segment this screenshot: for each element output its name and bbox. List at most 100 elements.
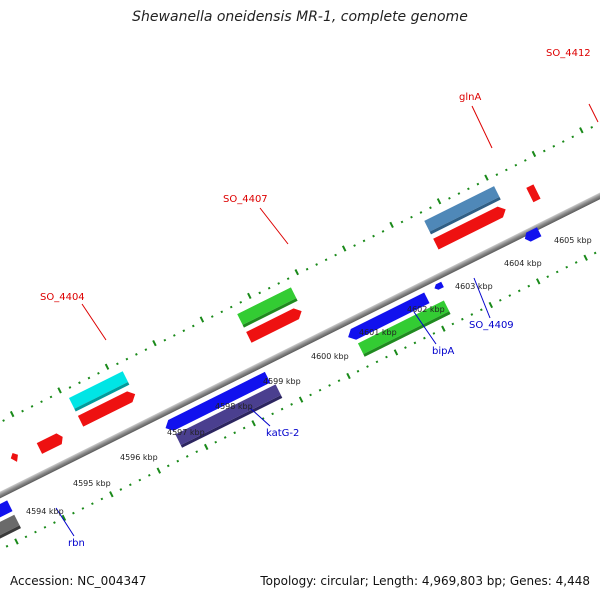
gene-forward-inner-1[interactable] [36,432,66,454]
gene-forward-inner-3[interactable] [77,389,138,427]
major-tick [341,245,347,252]
minor-tick [87,376,91,380]
minor-tick [176,459,180,463]
minor-tick [147,473,151,477]
gene-reverse-3[interactable] [163,371,271,434]
gene-label-so4409: SO_4409 [469,320,514,331]
minor-tick [116,362,119,366]
minor-tick [258,291,262,295]
minor-tick [413,341,417,345]
minor-tick [517,289,521,293]
inner-tick-row [5,251,597,548]
major-tick [298,396,304,403]
minor-tick [334,253,337,257]
minor-tick [229,305,233,309]
gene-forward-inner-6[interactable] [526,184,541,203]
genome-backbone [0,135,600,525]
minor-tick [138,478,142,482]
minor-tick [277,282,281,285]
minor-tick [337,379,341,383]
minor-tick [135,353,138,356]
minor-tick [49,395,53,399]
minor-tick [43,525,47,529]
minor-tick [318,388,322,392]
minor-tick [267,286,271,290]
minor-tick [400,220,404,224]
major-tick [14,538,19,545]
gene-reverse-7[interactable] [433,281,444,291]
minor-tick [172,334,176,337]
minor-tick [467,187,470,191]
minor-tick [53,521,56,524]
minor-tick [233,431,237,435]
gene-reverse-5[interactable] [345,292,430,342]
minor-tick [590,126,594,129]
gene-forward-outer-2[interactable] [237,287,298,328]
minor-tick [280,407,284,411]
minor-tick [2,419,5,422]
position-label: 4598 kbp [215,402,253,411]
gene-forward-inner-4[interactable] [246,306,304,343]
minor-tick [372,234,375,238]
minor-tick [419,211,423,214]
gene-forward-outer-3[interactable] [424,186,501,235]
position-label: 4594 kbp [26,507,64,516]
minor-tick [97,371,100,375]
major-tick [583,254,588,261]
minor-tick [290,403,293,406]
gene-reverse-1[interactable] [0,500,13,530]
minor-tick [404,346,407,349]
major-tick [203,443,209,451]
major-tick [247,292,252,299]
minor-tick [119,488,123,491]
minor-tick [432,332,436,335]
minor-tick [479,308,483,312]
map-title: Shewanella oneidensis MR-1, complete gen… [132,9,468,25]
minor-tick [210,315,214,318]
minor-tick [182,329,186,333]
major-tick [346,372,351,380]
position-label: 4602 kbp [407,305,445,314]
gene-forward-inner-5[interactable] [433,204,508,250]
major-tick [152,339,157,347]
minor-tick [366,365,369,368]
major-tick [251,420,256,427]
major-tick [9,410,15,418]
minor-tick [68,386,72,389]
minor-tick [144,348,148,351]
genome-info-text: Topology: circular; Length: 4,969,803 bp… [260,574,590,588]
gene-reverse-6[interactable] [357,300,451,357]
position-label: 4604 kbp [504,259,542,268]
minor-tick [593,251,597,255]
major-tick [156,467,162,474]
minor-tick [34,530,37,534]
minor-tick [451,322,455,326]
minor-tick [305,267,309,271]
minor-tick [21,409,24,413]
minor-tick [542,149,546,153]
minor-tick [195,450,199,454]
minor-tick [315,263,318,266]
minor-tick [381,230,385,233]
gene-reverse-4[interactable] [175,384,283,448]
minor-tick [324,258,328,262]
minor-tick [565,265,569,269]
minor-tick [239,301,243,304]
minor-tick [410,215,413,219]
minor-tick [552,144,556,148]
position-label: 4603 kbp [455,282,493,291]
gene-forward-inner-2[interactable] [9,451,21,464]
minor-tick [163,338,167,342]
major-tick [61,514,67,522]
position-label: 4597 kbp [167,428,205,437]
major-tick [393,349,399,356]
minor-tick [271,412,274,416]
minor-tick [508,294,512,297]
major-tick [531,150,537,158]
gene-forward-outer-1[interactable] [68,371,130,412]
minor-tick [461,317,464,321]
minor-tick [214,440,218,444]
gene-reverse-2[interactable] [0,514,21,548]
major-tick [484,174,489,181]
gene-reverse-8[interactable] [523,227,542,243]
